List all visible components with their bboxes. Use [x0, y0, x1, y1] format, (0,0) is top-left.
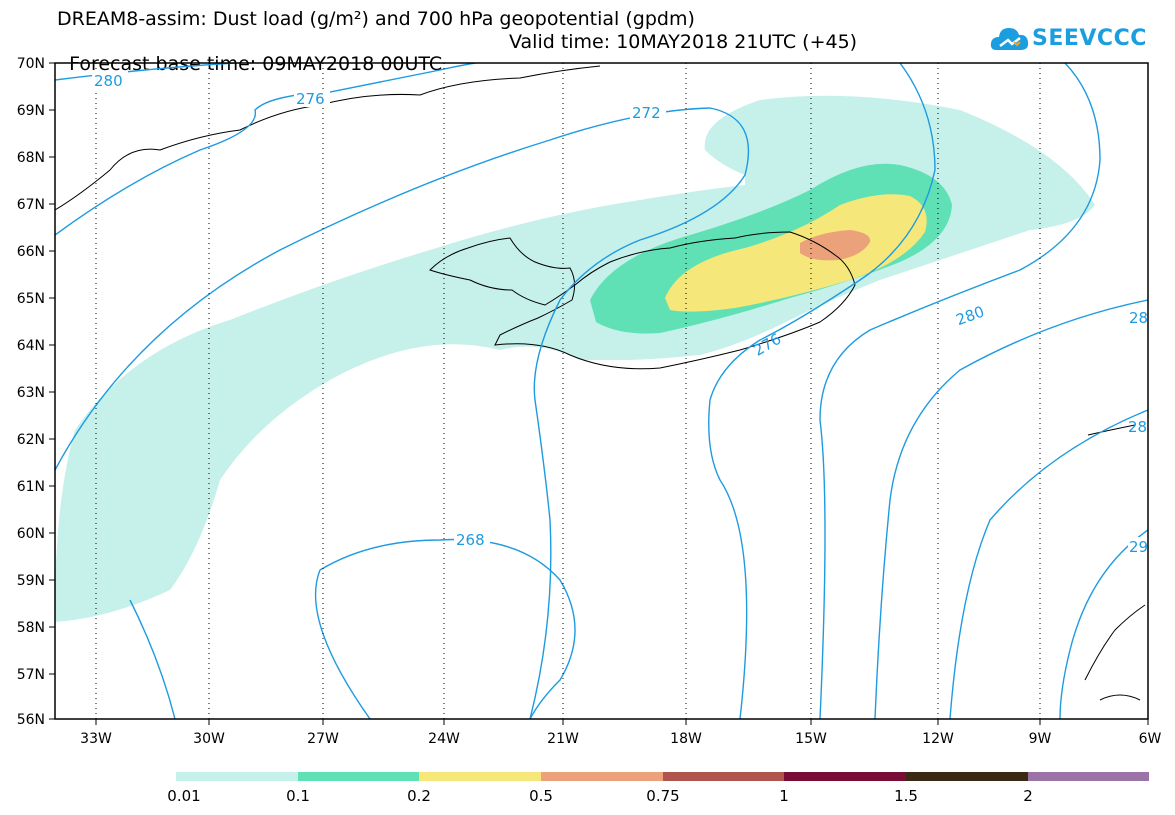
lat-label: 58N	[17, 620, 45, 636]
lon-label: 27W	[307, 731, 339, 747]
contour-292	[1059, 529, 1148, 719]
colorbar-swatch	[541, 772, 663, 781]
colorbar-label: 0.1	[286, 787, 310, 805]
lat-label: 57N	[17, 667, 45, 683]
colorbar-swatch	[419, 772, 541, 781]
contour-280-west	[55, 63, 236, 81]
contour-labels: 280 276 272 268 276 280 28 28 29	[92, 71, 1148, 556]
colorbar-label: 1	[779, 787, 789, 805]
geopotential-contours	[55, 63, 1148, 719]
faroe-shetland-coast	[1084, 424, 1146, 701]
lon-label: 33W	[80, 731, 112, 747]
lon-label: 15W	[795, 731, 827, 747]
lat-label: 68N	[17, 150, 45, 166]
contour-label-280-e: 280	[954, 302, 987, 329]
lat-label: 62N	[17, 432, 45, 448]
colorbar-label: 2	[1023, 787, 1033, 805]
contour-272	[55, 107, 750, 719]
contour-268	[314, 538, 576, 719]
map-area	[55, 63, 1148, 719]
lat-label: 67N	[17, 197, 45, 213]
lat-label: 65N	[17, 291, 45, 307]
forecast-times: Forecast base time: 09MAY2018 00UTC Vali…	[57, 31, 857, 97]
dust-band-0.5	[800, 230, 871, 261]
lon-label: 9W	[1029, 731, 1052, 747]
lat-label: 60N	[17, 526, 45, 542]
contour-label-272: 272	[632, 104, 661, 122]
contour-label-276-n: 276	[296, 90, 325, 108]
contour-288	[949, 409, 1148, 719]
colorbar-label: 0.75	[646, 787, 679, 805]
contour-label-280-nw: 280	[94, 72, 123, 90]
lon-label: 12W	[922, 731, 954, 747]
iceland-coast	[429, 231, 856, 370]
greenland-coast	[55, 65, 601, 211]
colorbar-swatch	[906, 772, 1028, 781]
lat-label: 70N	[17, 56, 45, 72]
logo-text: SEEVCCC	[1032, 26, 1147, 51]
contour-276-east	[708, 63, 936, 719]
lat-label: 64N	[17, 338, 45, 354]
latitude-labels: 70N 69N 68N 67N 66N 65N 64N 63N 62N 61N …	[17, 56, 45, 728]
lat-label: 56N	[17, 712, 45, 728]
lon-label: 6W	[1139, 731, 1162, 747]
lat-label: 59N	[17, 573, 45, 589]
seevccc-logo: SEEVCCC	[990, 20, 1146, 60]
contour-284	[874, 299, 1148, 719]
contour-left-bottom	[129, 599, 176, 719]
dust-band-0.01	[55, 95, 1095, 622]
lon-label: 18W	[670, 731, 702, 747]
contour-label-28a: 28	[1129, 309, 1148, 327]
colorbar-swatch	[1028, 772, 1149, 781]
lat-label: 69N	[17, 103, 45, 119]
valid-time: Valid time: 10MAY2018 21UTC (+45)	[509, 31, 858, 53]
contour-280-east	[819, 63, 1101, 719]
lat-label: 66N	[17, 244, 45, 260]
map-frame	[54, 62, 1149, 720]
colorbar-label: 0.2	[407, 787, 431, 805]
colorbar-label: 1.5	[894, 787, 918, 805]
colorbar-label: 0.01	[167, 787, 200, 805]
colorbar-label: 0.5	[529, 787, 553, 805]
dust-band-0.2	[665, 194, 927, 312]
lon-label: 24W	[428, 731, 460, 747]
contour-label-28b: 28	[1128, 418, 1147, 436]
colorbar-swatch	[663, 772, 784, 781]
colorbar-swatch	[784, 772, 906, 781]
cloud-logo-icon	[990, 28, 1029, 50]
coastlines	[55, 65, 1146, 701]
colorbar-swatch	[176, 772, 298, 781]
lat-label: 63N	[17, 385, 45, 401]
contour-label-268: 268	[456, 531, 485, 549]
map-title: DREAM8-assim: Dust load (g/m²) and 700 h…	[57, 8, 695, 30]
axis-ticks	[49, 62, 1149, 725]
lat-label: 61N	[17, 479, 45, 495]
lon-label: 30W	[193, 731, 225, 747]
longitude-labels: 33W 30W 27W 24W 21W 18W 15W 12W 9W 6W	[80, 731, 1161, 747]
colorbar: 0.01 0.1 0.2 0.5 0.75 1 1.5 2	[167, 772, 1149, 805]
contour-276-west	[55, 63, 481, 236]
contour-label-29: 29	[1129, 538, 1148, 556]
forecast-base-time: Forecast base time: 09MAY2018 00UTC	[69, 53, 443, 75]
colorbar-swatch	[298, 772, 419, 781]
lon-label: 21W	[547, 731, 579, 747]
